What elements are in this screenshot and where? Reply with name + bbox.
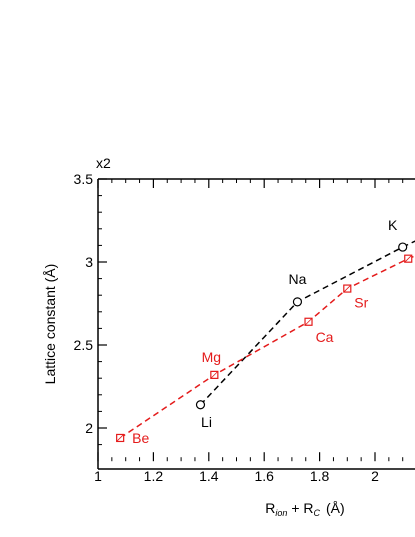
series-layer [116, 240, 415, 443]
x-tick-label: 1.2 [144, 468, 164, 484]
point-label-k: K [388, 217, 398, 233]
y-multiplier: x2 [96, 155, 111, 171]
y-tick-label: 3.5 [74, 171, 94, 187]
point-labels: Li Na K Be Mg Ca Sr [132, 217, 398, 446]
y-axis-title: Lattice constant (Å) [42, 264, 58, 385]
x-axis-title-plus: + R [287, 500, 313, 516]
point-label-li: Li [201, 414, 212, 430]
square-marker-slash [304, 317, 313, 326]
point-label-na: Na [288, 271, 306, 287]
plot-frame [97, 178, 415, 470]
x-tick-label: 2 [371, 468, 379, 484]
point-label-ca: Ca [316, 329, 334, 345]
series-2-line [119, 255, 415, 439]
x-axis-title: Rion + RC (Å) [265, 500, 344, 518]
square-marker-slash [343, 284, 352, 293]
x-axis-title-sub2: C [314, 508, 321, 518]
x-axis-title-main: R [265, 500, 275, 516]
x-tick-label: 1.8 [310, 468, 330, 484]
tick-labels: 1 1.2 1.4 1.6 1.8 2 2 2.5 3 3.5 [74, 171, 380, 484]
point-label-be: Be [132, 430, 149, 446]
x-tick-label: 1 [94, 468, 102, 484]
axis-ticks [97, 178, 404, 462]
square-marker-slash [116, 434, 124, 442]
series-1-line [199, 240, 415, 406]
x-axis-title-unit: (Å) [326, 500, 345, 516]
x-axis-title-sub1: ion [275, 508, 287, 518]
point-label-sr: Sr [354, 295, 368, 311]
square-marker-slash [404, 254, 413, 263]
x-tick-label: 1.4 [199, 468, 219, 484]
circle-marker [195, 400, 206, 410]
y-tick-label: 2 [85, 420, 93, 436]
square-marker-slash [210, 371, 219, 379]
y-tick-label: 2.5 [74, 337, 94, 353]
x-tick-label: 1.6 [254, 468, 274, 484]
y-tick-label: 3 [85, 254, 93, 270]
circle-marker [398, 242, 408, 252]
circle-marker [292, 297, 303, 307]
point-label-mg: Mg [202, 349, 221, 365]
